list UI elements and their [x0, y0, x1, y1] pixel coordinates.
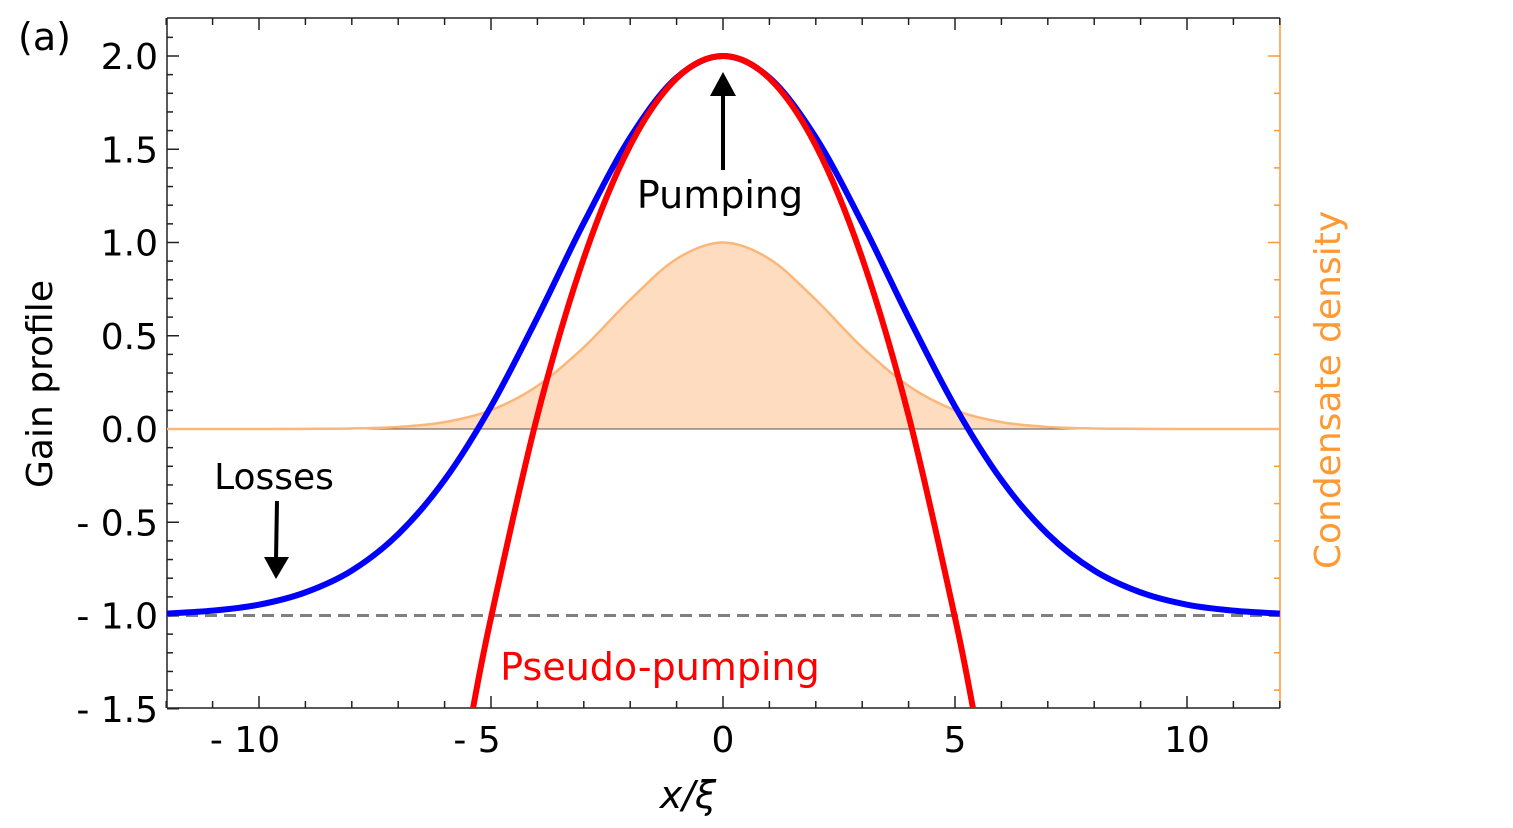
y2-axis-label: Condensate density	[1308, 211, 1349, 569]
losses-arrow	[264, 500, 289, 579]
y-axis-label: Gain profile	[20, 280, 61, 488]
y-tick-label: - 0.5	[76, 503, 158, 544]
x-tick-label: 5	[944, 720, 967, 761]
panel-label: (a)	[18, 15, 71, 59]
x-axis-label: x/ξ	[659, 773, 717, 817]
pseudo-pumping-curve	[469, 52, 977, 708]
annotation-pseudo-pumping: Pseudo-pumping	[500, 645, 819, 689]
y-tick-label: - 1.5	[76, 690, 158, 731]
x-tick-label: 10	[1164, 720, 1210, 761]
x-tick-label: 0	[712, 720, 735, 761]
annotation-pumping: Pumping	[637, 173, 803, 217]
density-fill	[166, 242, 1280, 430]
pumping-arrow-head	[710, 72, 736, 96]
y-tick-label: - 1.0	[76, 597, 158, 638]
y-tick-label: 2.0	[101, 37, 158, 78]
y-tick-label: 0.0	[101, 410, 158, 451]
losses-arrow-head	[264, 557, 289, 579]
y-tick-label: 1.0	[101, 224, 158, 265]
y-tick-label: 1.5	[101, 130, 158, 171]
annotation-losses: Losses	[214, 457, 334, 498]
x-tick-label: - 10	[210, 720, 280, 761]
y-tick-label: 0.5	[101, 317, 158, 358]
pumping-arrow	[710, 72, 736, 170]
density-curve	[167, 241, 1280, 431]
losses-arrow-shaft	[274, 500, 279, 561]
x-tick-label: - 5	[453, 720, 500, 761]
